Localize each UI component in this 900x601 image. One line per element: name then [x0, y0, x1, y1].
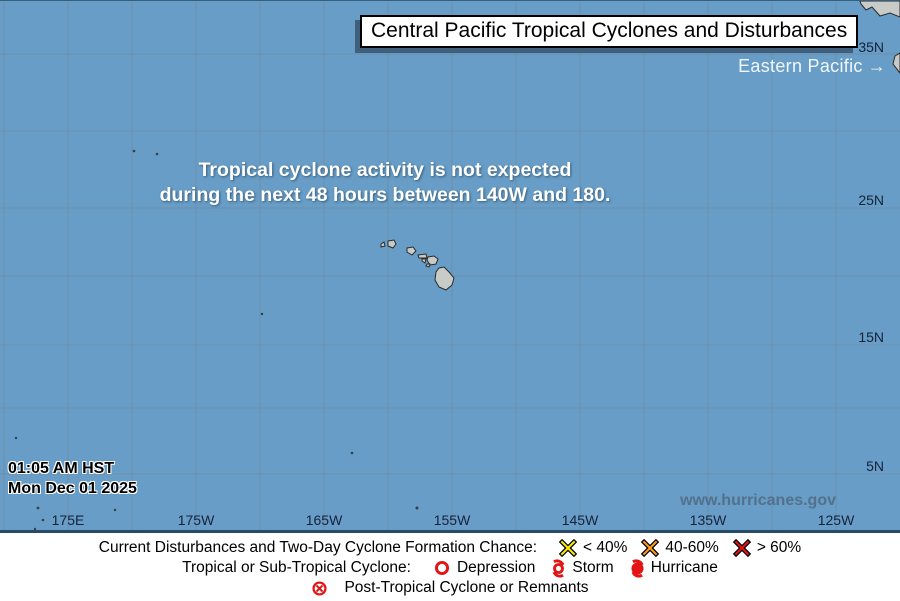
- lon-label-175w: 175W: [177, 512, 215, 528]
- advisory-line1: Tropical cyclone activity is not expecte…: [198, 159, 572, 181]
- advisory-line2: during the next 48 hours between 140W an…: [159, 184, 611, 206]
- legend-item-lt40: < 40%: [559, 539, 627, 557]
- post-tropical-icon: [312, 580, 328, 596]
- map-graticule-and-land: [0, 1, 900, 533]
- depression-icon: [434, 560, 449, 576]
- storm-icon: [552, 558, 565, 578]
- hurricanes-gov-watermark: www.hurricanes.gov: [680, 492, 836, 509]
- legend-item-gt60: > 60%: [732, 539, 802, 557]
- timestamp-date: Mon Dec 01 2025: [8, 480, 137, 497]
- eastern-pacific-label: Eastern Pacific: [738, 56, 863, 76]
- eastern-pacific-link[interactable]: Eastern Pacific →: [738, 56, 886, 77]
- legend-item-depression: Depression: [433, 559, 535, 577]
- hawaiian-islands: [380, 239, 455, 291]
- lt40-label: < 40%: [583, 539, 628, 556]
- legend-panel: Current Disturbances and Two-Day Cyclone…: [0, 533, 900, 601]
- advisory-message: Tropical cyclone activity is not expecte…: [40, 158, 730, 208]
- storm-label: Storm: [572, 559, 614, 576]
- legend-row-formation-chance: Current Disturbances and Two-Day Cyclone…: [99, 538, 801, 558]
- lat-label-25n: 25N: [858, 192, 884, 208]
- map-bottom-border: [0, 530, 900, 533]
- lon-label-125w: 125W: [817, 512, 855, 528]
- formation-chance-label: Current Disturbances and Two-Day Cyclone…: [98, 539, 537, 556]
- lon-label-175e: 175E: [51, 512, 85, 528]
- 40-60-label: 40-60%: [665, 539, 719, 556]
- minor-islands: [14, 149, 419, 531]
- lat-label-15n: 15N: [858, 329, 884, 345]
- lat-label-35n: 35N: [858, 39, 884, 55]
- lon-label-155w: 155W: [433, 512, 471, 528]
- legend-row-cyclone-types: Tropical or Sub-Tropical Cyclone: Depres…: [182, 558, 718, 578]
- legend-item-storm: Storm: [549, 558, 614, 578]
- hurricane-label: Hurricane: [650, 559, 718, 576]
- right-arrow-icon: →: [867, 56, 886, 76]
- lat-label-5n: 5N: [866, 458, 884, 474]
- north-america-coastline: [859, 1, 900, 74]
- hurricane-icon: [631, 558, 644, 578]
- orange-x-icon: [641, 539, 660, 557]
- map-title: Central Pacific Tropical Cyclones and Di…: [360, 15, 859, 48]
- depression-label: Depression: [456, 559, 536, 576]
- legend-item-hurricane: Hurricane: [628, 558, 718, 578]
- lon-label-135w: 135W: [689, 512, 727, 528]
- cyclone-types-label: Tropical or Sub-Tropical Cyclone:: [182, 559, 411, 576]
- pacific-map-canvas[interactable]: Central Pacific Tropical Cyclones and Di…: [0, 0, 900, 533]
- timestamp-time: 01:05 AM HST: [8, 460, 115, 477]
- legend-row-post-tropical: Post-Tropical Cyclone or Remnants: [311, 578, 589, 598]
- graticule-grid: [0, 1, 900, 533]
- legend-item-40-60: 40-60%: [641, 539, 719, 557]
- lon-label-165w: 165W: [305, 512, 343, 528]
- post-tropical-label: Post-Tropical Cyclone or Remnants: [344, 579, 589, 596]
- yellow-x-icon: [559, 539, 577, 557]
- issuance-timestamp: 01:05 AM HST Mon Dec 01 2025: [8, 459, 137, 499]
- gt60-label: > 60%: [756, 539, 802, 556]
- lon-label-145w: 145W: [561, 512, 599, 528]
- red-x-icon: [732, 539, 751, 557]
